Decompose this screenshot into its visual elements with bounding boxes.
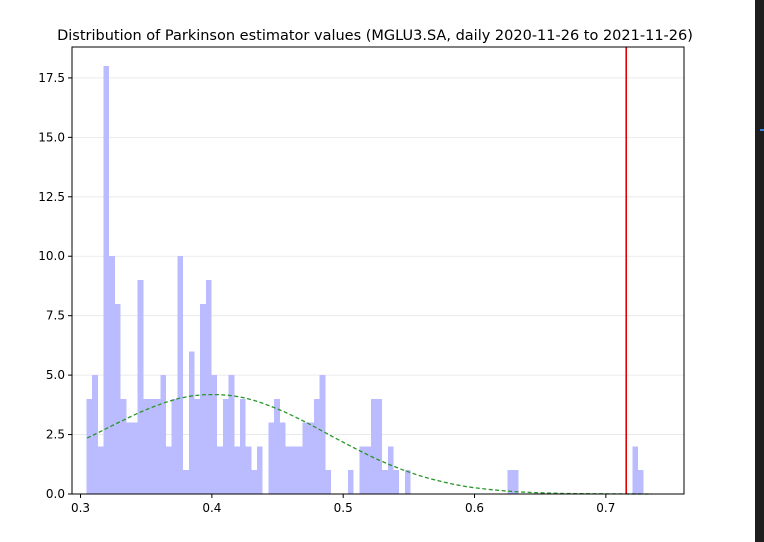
histogram-bar [404, 470, 411, 494]
histogram-bar [257, 446, 263, 494]
x-axis-ticks: 0.3 0.4 0.5 0.6 0.7 [71, 494, 615, 515]
histogram-bar [393, 470, 400, 494]
histogram-bar [370, 398, 377, 494]
histogram-bar [160, 375, 167, 494]
histogram-bar [166, 446, 172, 494]
histogram-bar [143, 398, 149, 494]
y-tick-label: 5.0 [46, 368, 65, 382]
histogram-bar [148, 398, 155, 494]
y-tick-label: 12.5 [38, 190, 65, 204]
histogram-bar [120, 398, 127, 494]
histogram-bar [245, 446, 252, 494]
histogram-bar [211, 375, 218, 494]
histogram-bar [194, 398, 201, 494]
histogram-bar [359, 446, 366, 494]
histogram-bar [268, 422, 275, 494]
histogram-bar [97, 446, 104, 494]
histogram-bar [325, 470, 331, 494]
histogram-bar [126, 422, 132, 494]
histogram-bar [217, 446, 223, 494]
histogram-bar [291, 446, 297, 494]
histogram-bar [200, 303, 206, 494]
x-tick-label: 0.7 [596, 501, 615, 515]
histogram-bar [382, 470, 388, 494]
window-edge-marker [760, 129, 764, 131]
histogram-bar [313, 398, 320, 494]
histogram-bars [86, 66, 644, 495]
y-tick-label: 17.5 [38, 71, 65, 85]
histogram-bar [109, 256, 115, 494]
histogram-bar [188, 351, 195, 494]
histogram-bar [251, 470, 258, 494]
histogram-bar [376, 398, 383, 494]
histogram-bar [638, 470, 644, 494]
histogram-bar [234, 446, 240, 494]
histogram-bar [137, 280, 144, 494]
histogram-bar [348, 470, 354, 494]
histogram-bar [296, 446, 303, 494]
histogram-bar [228, 375, 235, 494]
plot-frame [71, 46, 685, 495]
histogram-bar [239, 398, 246, 494]
y-axis-ticks: 0.0 2.5 5.0 7.5 10.0 12.5 15.0 17.5 [38, 71, 72, 501]
histogram-bar [512, 470, 519, 494]
y-tick-label: 0.0 [46, 487, 65, 501]
histogram-bar [308, 422, 314, 494]
histogram-bar [279, 422, 286, 494]
histogram-bar [103, 66, 110, 495]
histogram-bar [302, 422, 309, 494]
histogram-bar [131, 422, 138, 494]
y-tick-label: 7.5 [46, 309, 65, 323]
histogram-bar [114, 303, 121, 494]
histogram-bar [285, 446, 292, 494]
x-tick-label: 0.6 [465, 501, 484, 515]
histogram-bar [205, 280, 212, 494]
histogram-bar [365, 446, 371, 494]
x-tick-label: 0.5 [334, 501, 353, 515]
histogram-bar [171, 398, 178, 494]
y-tick-label: 2.5 [46, 428, 65, 442]
histogram-bar [507, 470, 513, 494]
histogram-bar [86, 398, 93, 494]
y-tick-label: 15.0 [38, 130, 65, 144]
histogram-bar [154, 398, 161, 494]
histogram-bar [183, 470, 189, 494]
histogram-bar [177, 256, 184, 494]
histogram-bar [319, 375, 326, 494]
x-tick-label: 0.3 [71, 501, 90, 515]
window-edge-panel [755, 0, 764, 542]
histogram-bar [274, 398, 280, 494]
histogram-bar [387, 446, 394, 494]
histogram-bar [632, 446, 639, 494]
chart-title: Distribution of Parkinson estimator valu… [57, 28, 693, 44]
y-tick-label: 10.0 [38, 249, 65, 263]
x-tick-label: 0.4 [202, 501, 221, 515]
histogram-bar [222, 398, 229, 494]
